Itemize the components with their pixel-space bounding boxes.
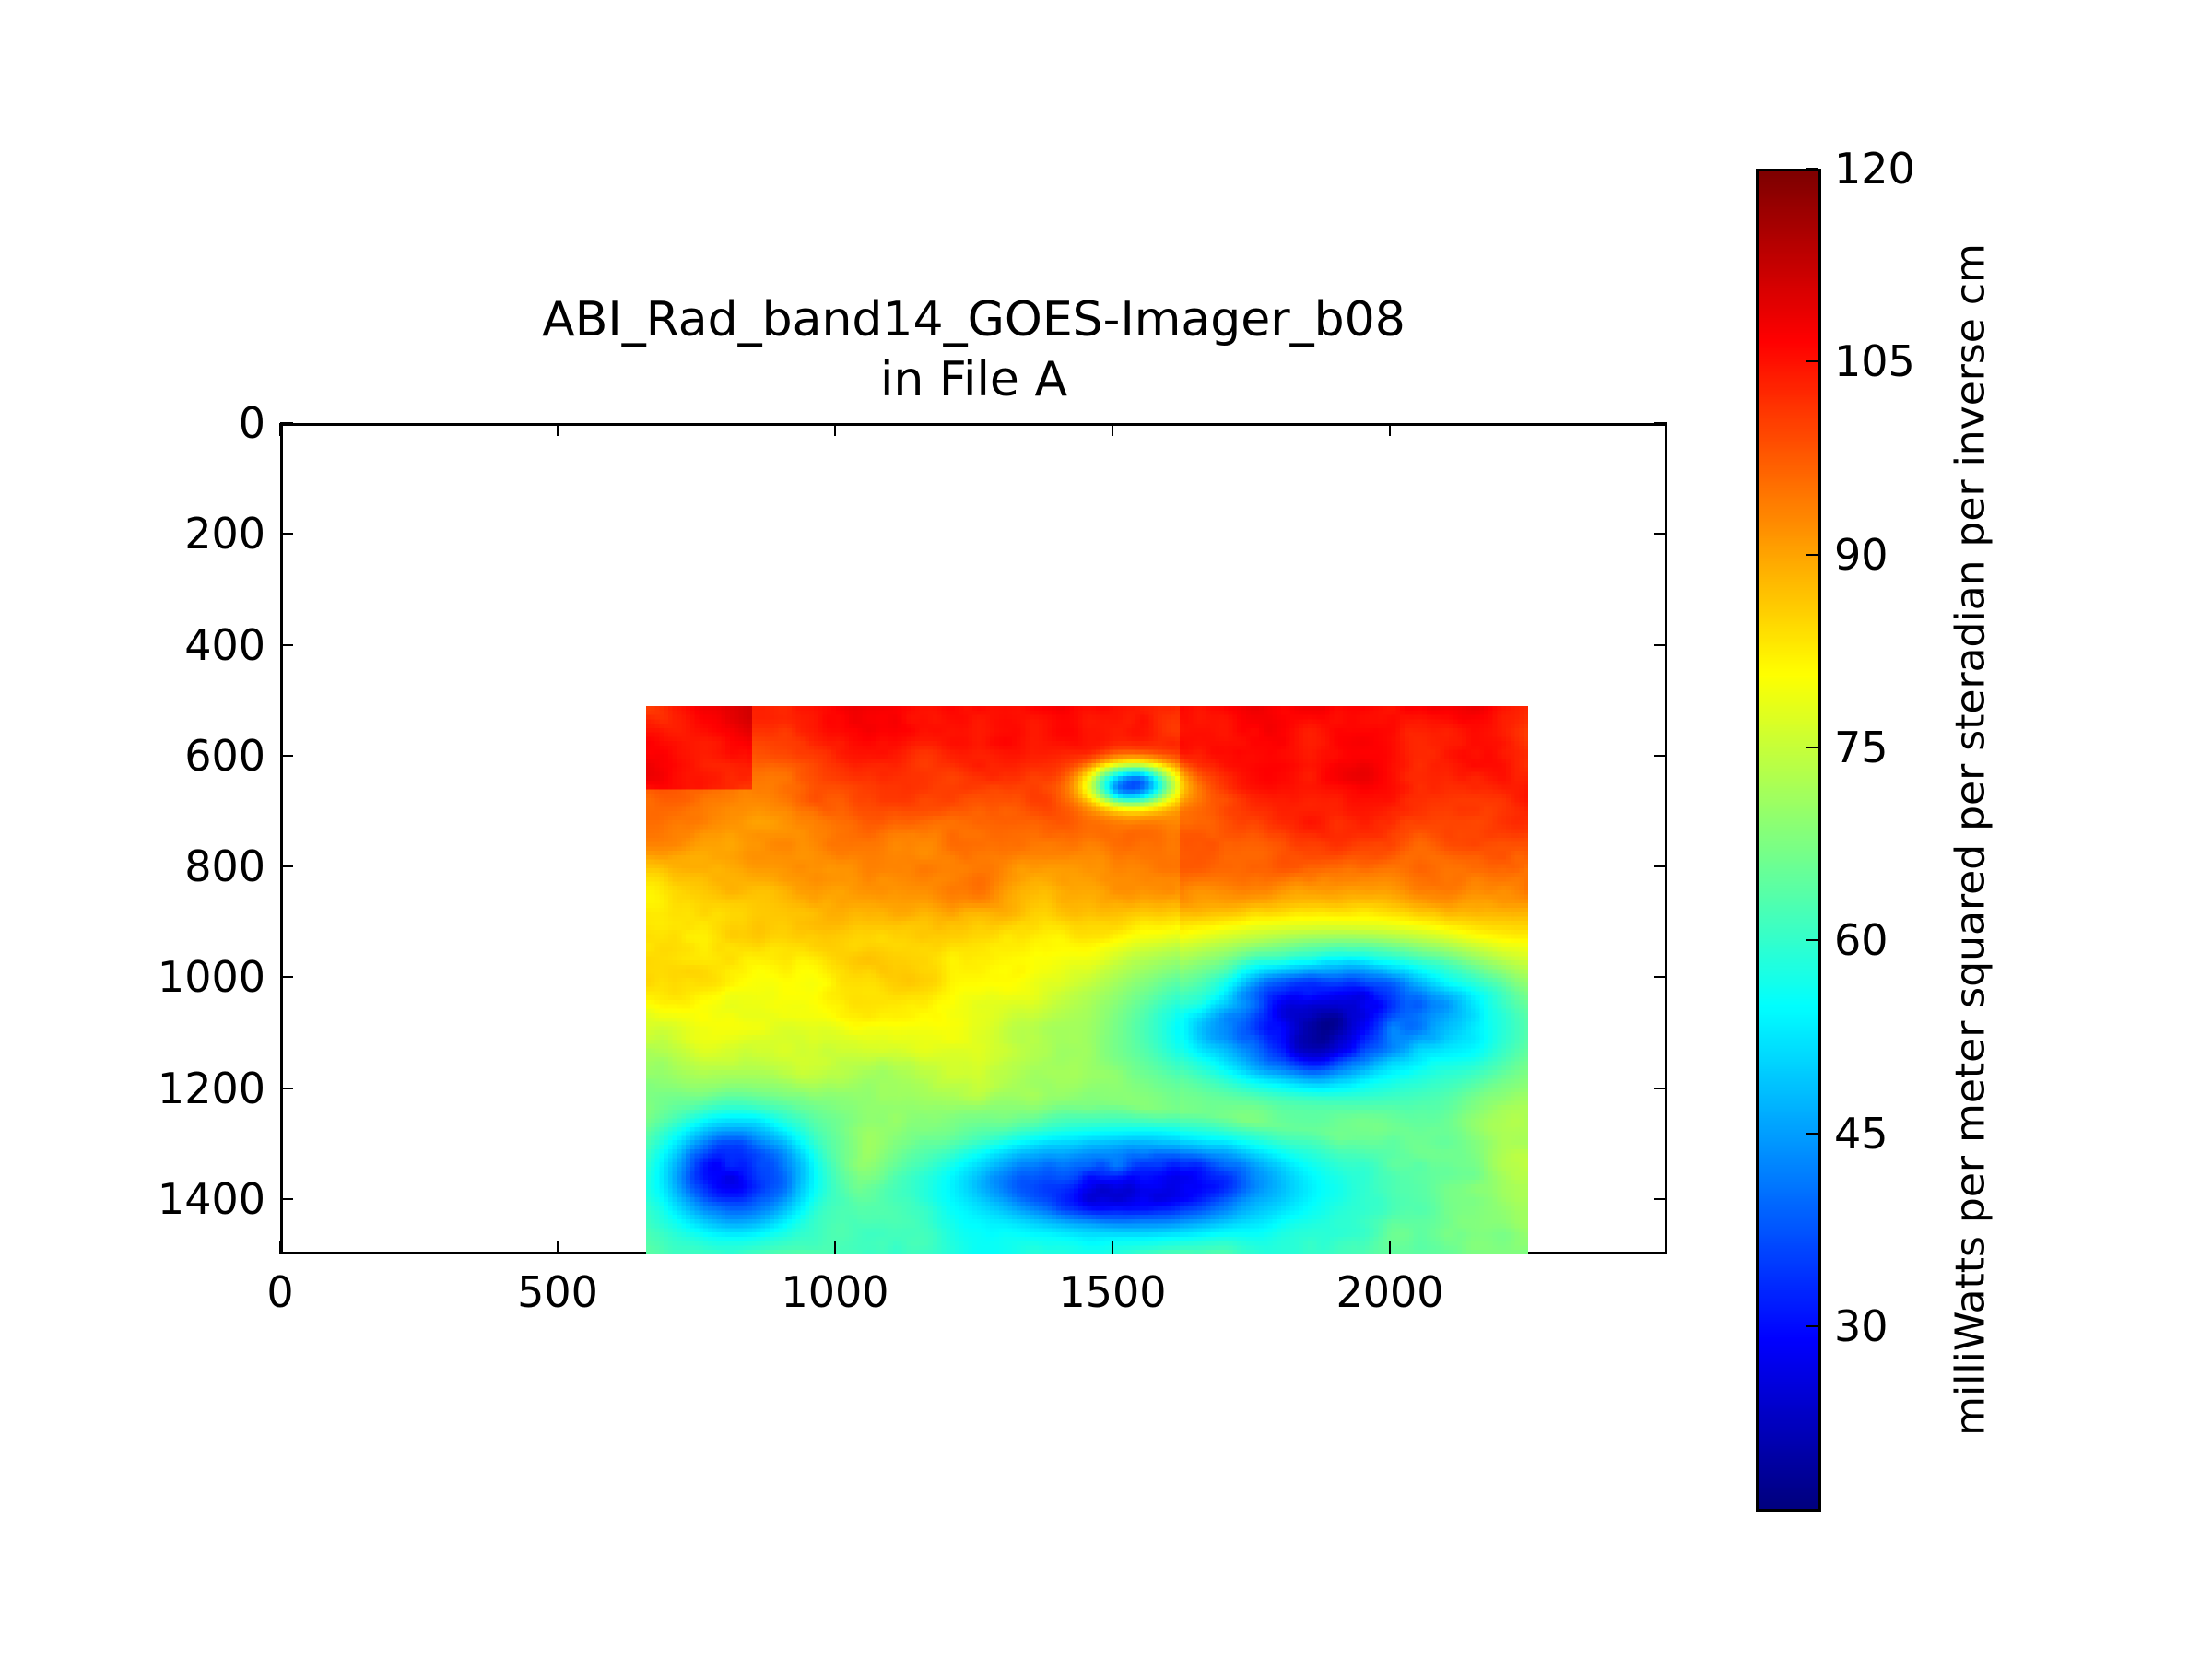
y-tick-mark xyxy=(280,976,293,979)
y-tick-mark xyxy=(280,533,293,535)
y-tick-mark-right xyxy=(1654,422,1667,424)
colorbar-tick-mark xyxy=(1806,939,1818,942)
x-tick-label: 1500 xyxy=(1058,1267,1167,1317)
colorbar-tick-label: 120 xyxy=(1834,144,1915,194)
x-tick-label: 1000 xyxy=(781,1267,889,1317)
colorbar-tick-mark xyxy=(1806,360,1818,363)
x-tick-label: 500 xyxy=(517,1267,598,1317)
y-tick-mark xyxy=(280,1087,293,1089)
y-tick-label: 1400 xyxy=(157,1173,265,1224)
y-tick-label: 0 xyxy=(238,398,265,448)
y-tick-mark-right xyxy=(1654,865,1667,868)
radiance-image xyxy=(646,705,1529,1254)
x-tick-mark-top xyxy=(1112,423,1113,436)
y-tick-mark xyxy=(280,643,293,646)
y-tick-mark-right xyxy=(1654,976,1667,979)
x-tick-mark xyxy=(279,1241,281,1254)
y-tick-mark xyxy=(280,865,293,868)
x-tick-mark-top xyxy=(834,423,836,436)
y-tick-label: 800 xyxy=(184,841,265,892)
y-tick-mark xyxy=(280,422,293,424)
y-tick-mark-right xyxy=(1654,1197,1667,1200)
y-tick-label: 1000 xyxy=(157,952,265,1003)
colorbar-tick-label: 45 xyxy=(1834,1108,1888,1159)
colorbar-tick-label: 30 xyxy=(1834,1301,1888,1352)
x-tick-mark xyxy=(1112,1241,1113,1254)
colorbar-tick-mark xyxy=(1806,168,1818,170)
colorbar-tick-label: 90 xyxy=(1834,529,1888,580)
x-tick-mark-top xyxy=(279,423,281,436)
chart-title-line-2: in File A xyxy=(879,352,1068,407)
colorbar-tick-mark xyxy=(1806,553,1818,556)
y-tick-mark-right xyxy=(1654,533,1667,535)
y-tick-label: 1200 xyxy=(157,1063,265,1113)
y-tick-label: 400 xyxy=(184,619,265,670)
colorbar xyxy=(1756,169,1821,1512)
x-tick-mark-top xyxy=(557,423,559,436)
y-tick-mark-right xyxy=(1654,1087,1667,1089)
x-tick-mark xyxy=(834,1241,836,1254)
x-tick-mark xyxy=(1389,1241,1391,1254)
y-tick-mark-right xyxy=(1654,643,1667,646)
colorbar-gradient xyxy=(1759,171,1818,1509)
plot-area xyxy=(280,423,1667,1254)
colorbar-tick-mark xyxy=(1806,747,1818,749)
colorbar-tick-label: 105 xyxy=(1834,336,1915,387)
x-tick-label: 0 xyxy=(266,1267,294,1317)
x-tick-label: 2000 xyxy=(1335,1267,1444,1317)
colorbar-tick-mark xyxy=(1806,1325,1818,1328)
colorbar-tick-label: 60 xyxy=(1834,915,1888,966)
y-tick-mark-right xyxy=(1654,754,1667,757)
x-tick-mark xyxy=(557,1241,559,1254)
colorbar-tick-label: 75 xyxy=(1834,723,1888,773)
colorbar-tick-mark xyxy=(1806,1132,1818,1135)
colorbar-label: milliWatts per meter squared per steradi… xyxy=(1947,243,1994,1436)
y-tick-mark xyxy=(280,754,293,757)
y-tick-label: 600 xyxy=(184,730,265,781)
chart-title-line-1: ABI_Rad_band14_GOES-Imager_b08 xyxy=(542,292,1406,347)
y-tick-mark xyxy=(280,1197,293,1200)
y-tick-label: 200 xyxy=(184,509,265,559)
x-tick-mark-top xyxy=(1389,423,1391,436)
